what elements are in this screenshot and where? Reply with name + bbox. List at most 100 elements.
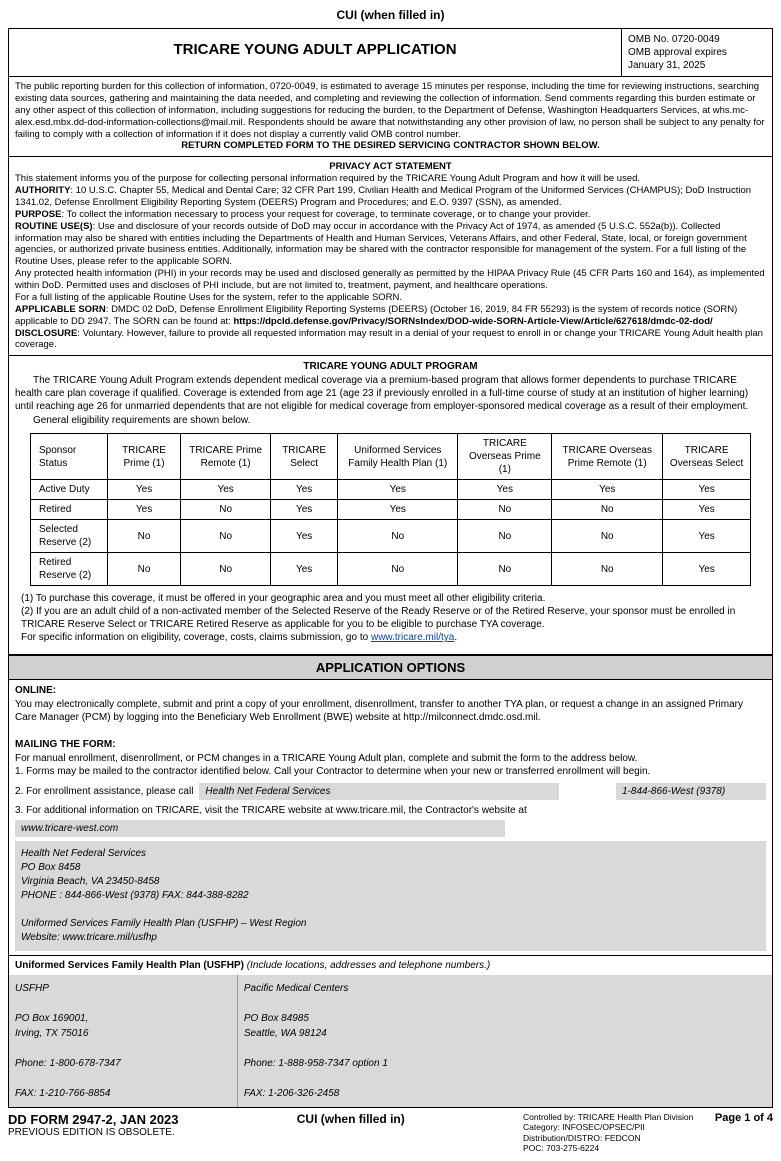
usfhp-header-rest: (Include locations, addresses and teleph…: [244, 960, 490, 971]
table-cell: Yes: [271, 520, 338, 553]
usfhp1-phone: Phone: 1-800-678-7347: [15, 1056, 231, 1071]
table-cell: Yes: [108, 500, 181, 520]
note-2: (2) If you are an adult child of a non-a…: [21, 605, 760, 631]
usfhp2-addr2: Seattle, WA 98124: [244, 1026, 461, 1041]
contractor-line-3: Virginia Beach, VA 23450-8458: [21, 875, 760, 889]
burden-statement: The public reporting burden for this col…: [9, 77, 772, 157]
assist-phone-field: 1-844-866-West (9378): [616, 783, 766, 801]
usfhp-header-bold: Uniformed Services Family Health Plan (U…: [15, 960, 244, 971]
additional-info-text: 3. For additional information on TRICARE…: [15, 804, 766, 818]
assist-label: 2. For enrollment assistance, please cal…: [15, 785, 193, 799]
contractor-line-6: Website: www.tricare.mil/usfhp: [21, 931, 760, 945]
return-instruction: RETURN COMPLETED FORM TO THE DESIRED SER…: [15, 140, 766, 152]
table-cell: Yes: [663, 553, 751, 586]
privacy-act-statement: PRIVACY ACT STATEMENT This statement inf…: [9, 157, 772, 356]
table-cell: Yes: [271, 480, 338, 500]
table-cell: No: [552, 500, 663, 520]
routine-text: : Use and disclosure of your records out…: [15, 221, 747, 268]
omb-block: OMB No. 0720-0049 OMB approval expires J…: [622, 29, 772, 76]
phi-text: Any protected health information (PHI) i…: [15, 268, 766, 292]
usfhp1-addr2: Irving, TX 75016: [15, 1026, 231, 1041]
contractor-line-4: PHONE : 844-866-West (9378) FAX: 844-388…: [21, 889, 760, 903]
eligibility-table: Sponsor StatusTRICARE Prime (1)TRICARE P…: [30, 433, 751, 586]
table-cell: Yes: [552, 480, 663, 500]
usfhp2-name: Pacific Medical Centers: [244, 981, 461, 996]
usfhp2-addr1: PO Box 84985: [244, 1011, 461, 1026]
contractor-address-block: Health Net Federal Services PO Box 8458 …: [15, 841, 766, 951]
table-row: Active DutyYesYesYesYesYesYesYes: [31, 480, 751, 500]
ctrl-3: Distribution/DISTRO: FEDCON: [523, 1133, 703, 1143]
table-cell: No: [458, 553, 552, 586]
mailing-label: MAILING THE FORM:: [15, 739, 116, 750]
table-cell: Yes: [338, 500, 458, 520]
ctrl-1: Controlled by: TRICARE Health Plan Divis…: [523, 1112, 703, 1122]
routine-label: ROUTINE USE(S): [15, 221, 93, 232]
usfhp1-fax: FAX: 1-210-766-8854: [15, 1086, 231, 1101]
table-row: Selected Reserve (2)NoNoYesNoNoNoYes: [31, 520, 751, 553]
obsolete-notice: PREVIOUS EDITION IS OBSOLETE.: [8, 1127, 179, 1138]
header-row: TRICARE YOUNG ADULT APPLICATION OMB No. …: [9, 29, 772, 77]
contractor-line-5: Uniformed Services Family Health Plan (U…: [21, 917, 760, 931]
table-cell: Yes: [271, 553, 338, 586]
table-cell: Yes: [181, 480, 271, 500]
table-cell: Retired Reserve (2): [31, 553, 108, 586]
table-cell: No: [181, 520, 271, 553]
table-header: TRICARE Overseas Select: [663, 434, 751, 480]
table-cell: No: [552, 520, 663, 553]
table-cell: Yes: [108, 480, 181, 500]
table-cell: Yes: [271, 500, 338, 520]
privacy-intro: This statement informs you of the purpos…: [15, 173, 766, 185]
program-section: TRICARE YOUNG ADULT PROGRAM The TRICARE …: [9, 356, 772, 655]
tricare-tya-link[interactable]: www.tricare.mil/tya: [371, 632, 454, 643]
purpose-label: PURPOSE: [15, 209, 61, 220]
authority-text: : 10 U.S.C. Chapter 55, Medical and Dent…: [15, 185, 751, 208]
online-label: ONLINE:: [15, 685, 56, 696]
disclosure-label: DISCLOSURE: [15, 328, 77, 339]
table-cell: No: [458, 520, 552, 553]
control-block: Controlled by: TRICARE Health Plan Divis…: [523, 1112, 703, 1153]
phi-text-2: For a full listing of the applicable Rou…: [15, 292, 766, 304]
page-number: Page 1 of 4: [703, 1112, 773, 1124]
table-cell: No: [458, 500, 552, 520]
disclosure-text: : Voluntary. However, failure to provide…: [15, 328, 763, 351]
authority-label: AUTHORITY: [15, 185, 70, 196]
program-para-1: The TRICARE Young Adult Program extends …: [15, 374, 766, 413]
table-cell: No: [181, 553, 271, 586]
mailing-step-1: 1. Forms may be mailed to the contractor…: [15, 765, 766, 779]
program-para-2: General eligibility requirements are sho…: [15, 414, 766, 427]
usfhp1-name: USFHP: [15, 981, 231, 996]
cui-footer: CUI (when filled in): [179, 1112, 523, 1126]
table-row: Retired Reserve (2)NoNoYesNoNoNoYes: [31, 553, 751, 586]
mailing-text: For manual enrollment, disenrollment, or…: [15, 752, 766, 766]
table-notes: (1) To purchase this coverage, it must b…: [15, 590, 766, 650]
table-cell: Yes: [663, 480, 751, 500]
application-options: ONLINE: You may electronically complete,…: [9, 680, 772, 955]
table-cell: Yes: [458, 480, 552, 500]
table-cell: No: [108, 520, 181, 553]
table-row: RetiredYesNoYesYesNoNoYes: [31, 500, 751, 520]
form-container: TRICARE YOUNG ADULT APPLICATION OMB No. …: [8, 28, 773, 1108]
sorn-label: APPLICABLE SORN: [15, 304, 106, 315]
table-cell: Active Duty: [31, 480, 108, 500]
table-cell: No: [338, 520, 458, 553]
table-header: TRICARE Prime (1): [108, 434, 181, 480]
usfhp-col-2: Pacific Medical Centers PO Box 84985 Sea…: [238, 975, 467, 1107]
table-cell: Yes: [663, 500, 751, 520]
application-options-header: APPLICATION OPTIONS: [9, 655, 772, 680]
usfhp-header: Uniformed Services Family Health Plan (U…: [9, 955, 772, 975]
usfhp2-phone: Phone: 1-888-958-7347 option 1: [244, 1056, 461, 1071]
usfhp1-addr1: PO Box 169001,: [15, 1011, 231, 1026]
note-1: (1) To purchase this coverage, it must b…: [21, 592, 760, 605]
usfhp-col-1: USFHP PO Box 169001, Irving, TX 75016 Ph…: [9, 975, 238, 1107]
table-header: Sponsor Status: [31, 434, 108, 480]
form-number: DD FORM 2947-2, JAN 2023: [8, 1112, 179, 1127]
omb-expires-date: January 31, 2025: [628, 59, 766, 72]
privacy-title: PRIVACY ACT STATEMENT: [15, 161, 766, 173]
table-cell: No: [181, 500, 271, 520]
table-cell: Retired: [31, 500, 108, 520]
purpose-text: : To collect the information necessary t…: [61, 209, 590, 220]
page-footer: DD FORM 2947-2, JAN 2023 PREVIOUS EDITIO…: [8, 1112, 773, 1153]
table-cell: No: [338, 553, 458, 586]
table-cell: Yes: [338, 480, 458, 500]
program-title: TRICARE YOUNG ADULT PROGRAM: [15, 360, 766, 373]
